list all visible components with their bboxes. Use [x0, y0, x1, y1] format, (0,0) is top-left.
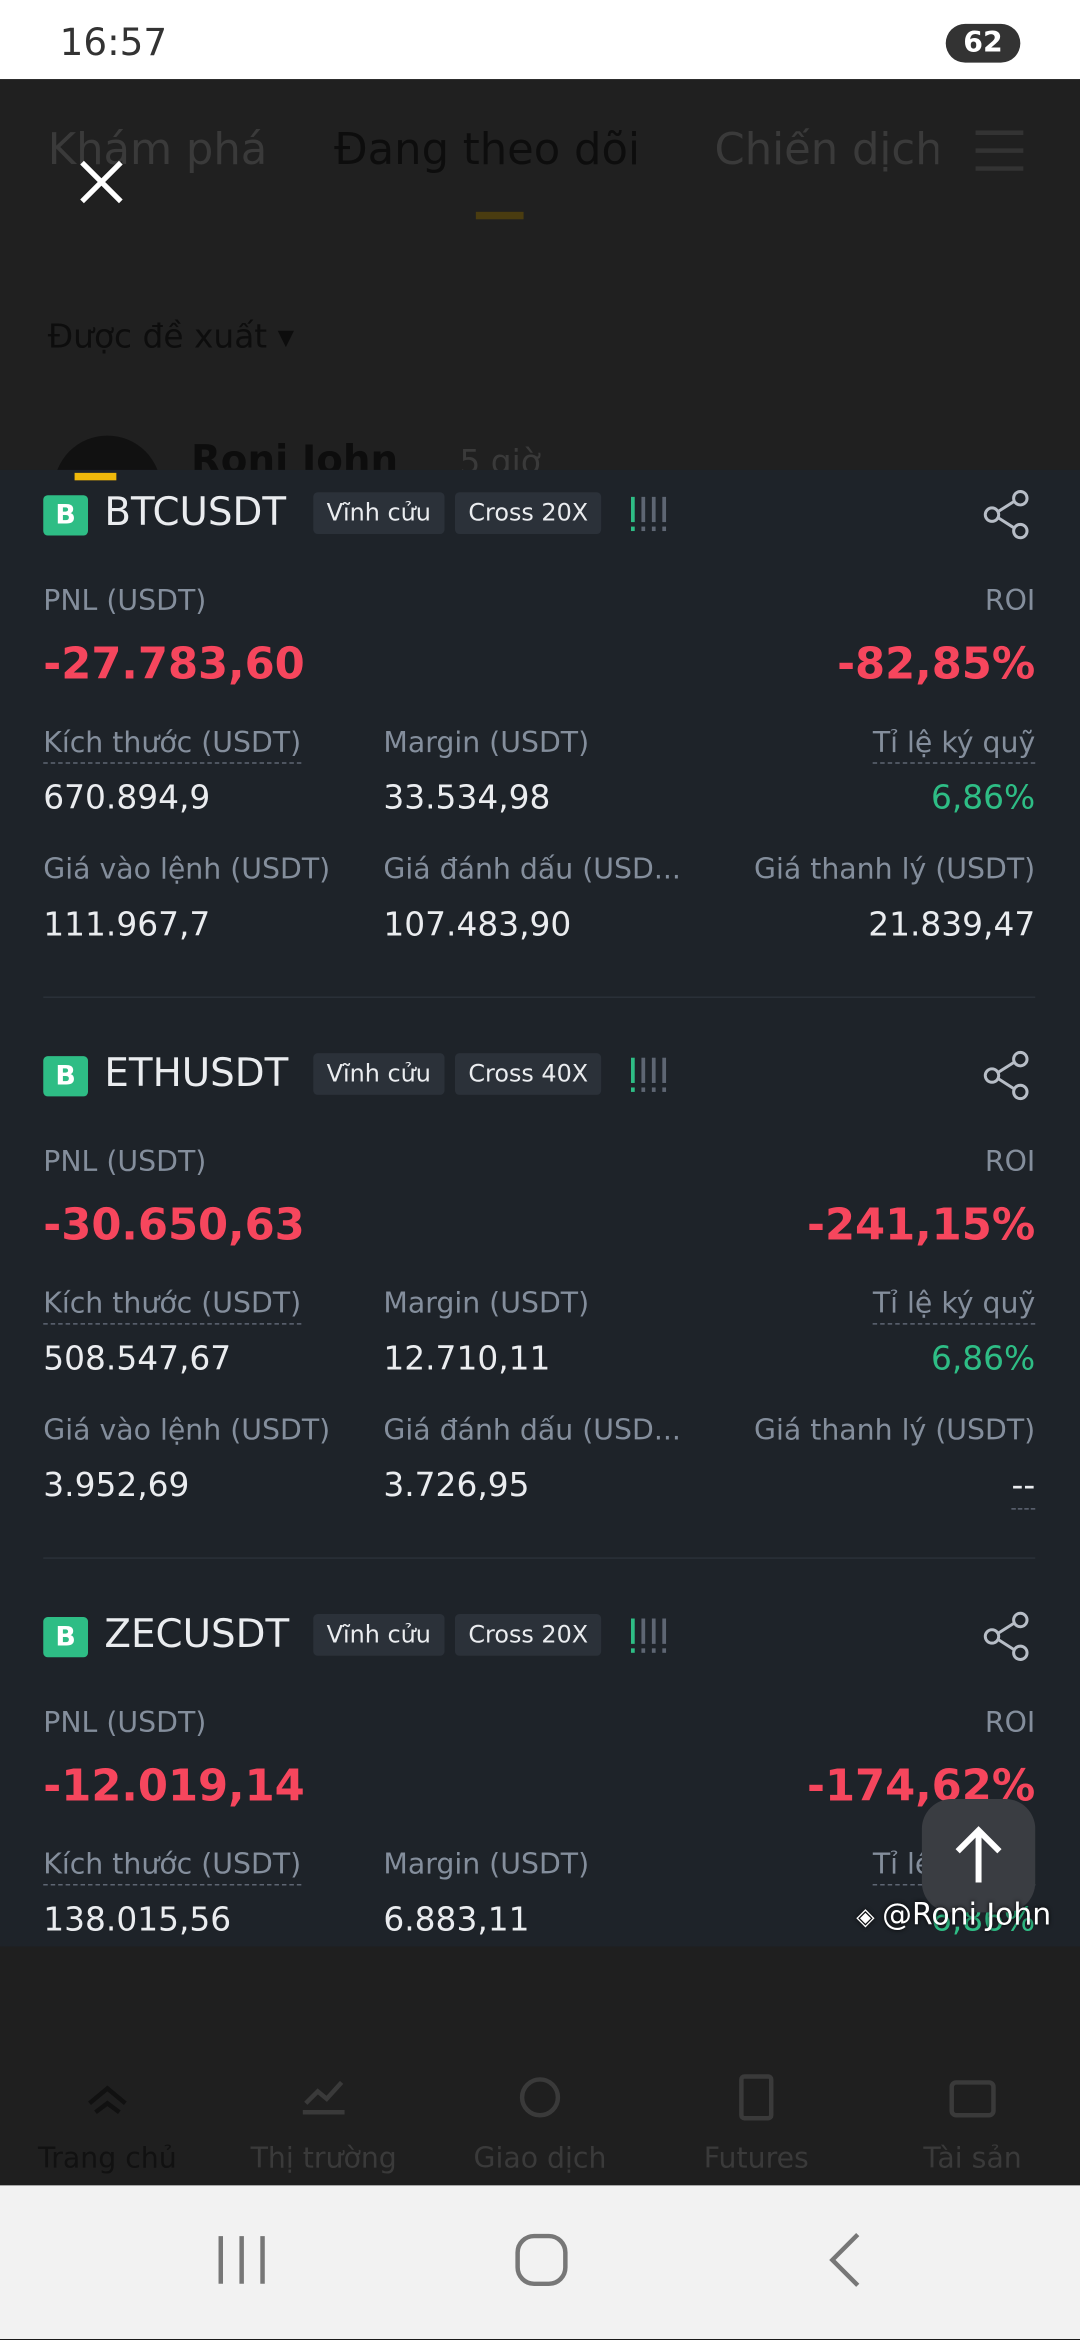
ratio-label: Tỉ lệ ký quỹ [872, 729, 1036, 764]
mark: 3.726,95 [383, 1467, 530, 1506]
margin: 33.534,98 [383, 780, 551, 818]
margin-label: Margin (USDT) [383, 726, 590, 760]
tab[interactable]: Chiến dịch [714, 128, 939, 172]
pnl: -30.650,63 [43, 1199, 305, 1251]
size: 508.547,67 [43, 1341, 232, 1379]
badge: B [43, 1617, 89, 1658]
scroll-top-button[interactable] [921, 1799, 1036, 1913]
badge: B [43, 1056, 89, 1097]
entry-label: Giá vào lệnh (USDT) [43, 1414, 331, 1447]
nav-icon[interactable] [297, 2070, 351, 2124]
pnl: -27.783,60 [43, 638, 305, 690]
share-button[interactable] [982, 489, 1033, 540]
watermark-text: @Roni John [882, 1895, 1052, 1932]
margin: 12.710,11 [383, 1341, 551, 1379]
margin-label: Margin (USDT) [383, 1848, 590, 1882]
highlight [74, 472, 117, 481]
badge: B [43, 495, 89, 536]
size: 670.894,9 [43, 780, 211, 818]
size-label: Kích thước (USDT) [43, 1850, 302, 1886]
liq-label: Giá thanh lý (USDT) [753, 1414, 1036, 1447]
ratio: 6,86% [930, 1341, 1036, 1379]
size-label: Kích thước (USDT) [43, 1290, 302, 1325]
close-button[interactable] [78, 158, 126, 206]
pnl-label: PNL (USDT) [43, 584, 207, 618]
tag: Cross 20X [454, 1614, 602, 1656]
nav-icon[interactable] [513, 2070, 567, 2124]
filter[interactable]: Được đề xuất ▾ [47, 319, 295, 357]
divider [43, 1557, 1036, 1559]
symbol: ETHUSDT [104, 1051, 289, 1097]
liq: 21.839,47 [868, 906, 1036, 945]
size: 138.015,56 [43, 1901, 232, 1940]
watermark: ◈ @Roni John [856, 1895, 1052, 1932]
roi: -82,85% [837, 638, 1036, 690]
tag: Cross 20X [454, 492, 602, 535]
ratio-label: Tỉ lệ ký quỹ [872, 1290, 1036, 1325]
roi-label: ROI [984, 584, 1036, 618]
tag: Vĩnh cửu [313, 1053, 445, 1095]
tab-indicator [475, 211, 524, 220]
roi: -241,15% [806, 1199, 1036, 1251]
filter-label: Được đề xuất [47, 319, 268, 357]
nav-icon[interactable] [729, 2070, 783, 2124]
roi-label: ROI [984, 1145, 1036, 1179]
tag: Cross 40X [454, 1053, 602, 1095]
signal-icon [630, 1618, 673, 1655]
mark-label: Giá đánh dấu (USD... [383, 853, 681, 887]
nav-icon[interactable] [81, 2070, 135, 2124]
pnl-label: PNL (USDT) [43, 1145, 207, 1179]
nav-icon[interactable] [946, 2070, 1000, 2124]
tag: Vĩnh cửu [313, 492, 445, 535]
roi-label: ROI [984, 1706, 1036, 1740]
nav-label[interactable]: Tài sản [923, 2142, 1022, 2175]
nav-label[interactable]: Thị trường [250, 2142, 397, 2175]
nav-label[interactable]: Giao dịch [473, 2142, 607, 2175]
clock: 16:57 [59, 20, 168, 65]
margin-label: Margin (USDT) [383, 1287, 590, 1321]
mark-label: Giá đánh dấu (USD... [383, 1414, 681, 1447]
entry-label: Giá vào lệnh (USDT) [43, 853, 331, 887]
entry: 3.952,69 [43, 1467, 190, 1506]
signal-icon [630, 496, 673, 533]
mark: 107.483,90 [383, 906, 572, 945]
liq-label: Giá thanh lý (USDT) [753, 853, 1036, 887]
share-button[interactable] [982, 1611, 1033, 1662]
system-nav [0, 2185, 1080, 2340]
share-button[interactable] [982, 1050, 1033, 1101]
symbol: ZECUSDT [104, 1612, 290, 1658]
nav-label[interactable]: Futures [703, 2142, 809, 2175]
status-bar [0, 0, 1080, 80]
ratio: 6,86% [930, 780, 1036, 818]
size-label: Kích thước (USDT) [43, 729, 302, 764]
symbol: BTCUSDT [104, 490, 287, 536]
nav-label[interactable]: Trang chủ [38, 2142, 177, 2175]
pnl: -12.019,14 [43, 1760, 305, 1811]
pnl-label: PNL (USDT) [43, 1706, 207, 1740]
entry: 111.967,7 [43, 906, 211, 945]
margin: 6.883,11 [383, 1901, 530, 1940]
signal-icon [630, 1057, 673, 1094]
tab[interactable]: Đang theo dõi [334, 123, 640, 175]
divider [43, 996, 1036, 998]
bottom-nav [0, 1946, 1080, 2186]
positions-image: B BTCUSDT Vĩnh cửu Cross 20X PNL (USDT) ROI -2… [0, 469, 1080, 1947]
battery: 62 [945, 23, 1021, 63]
liq: -- [1011, 1470, 1036, 1510]
menu-icon[interactable] [973, 128, 1027, 173]
tag: Vĩnh cửu [313, 1614, 445, 1656]
